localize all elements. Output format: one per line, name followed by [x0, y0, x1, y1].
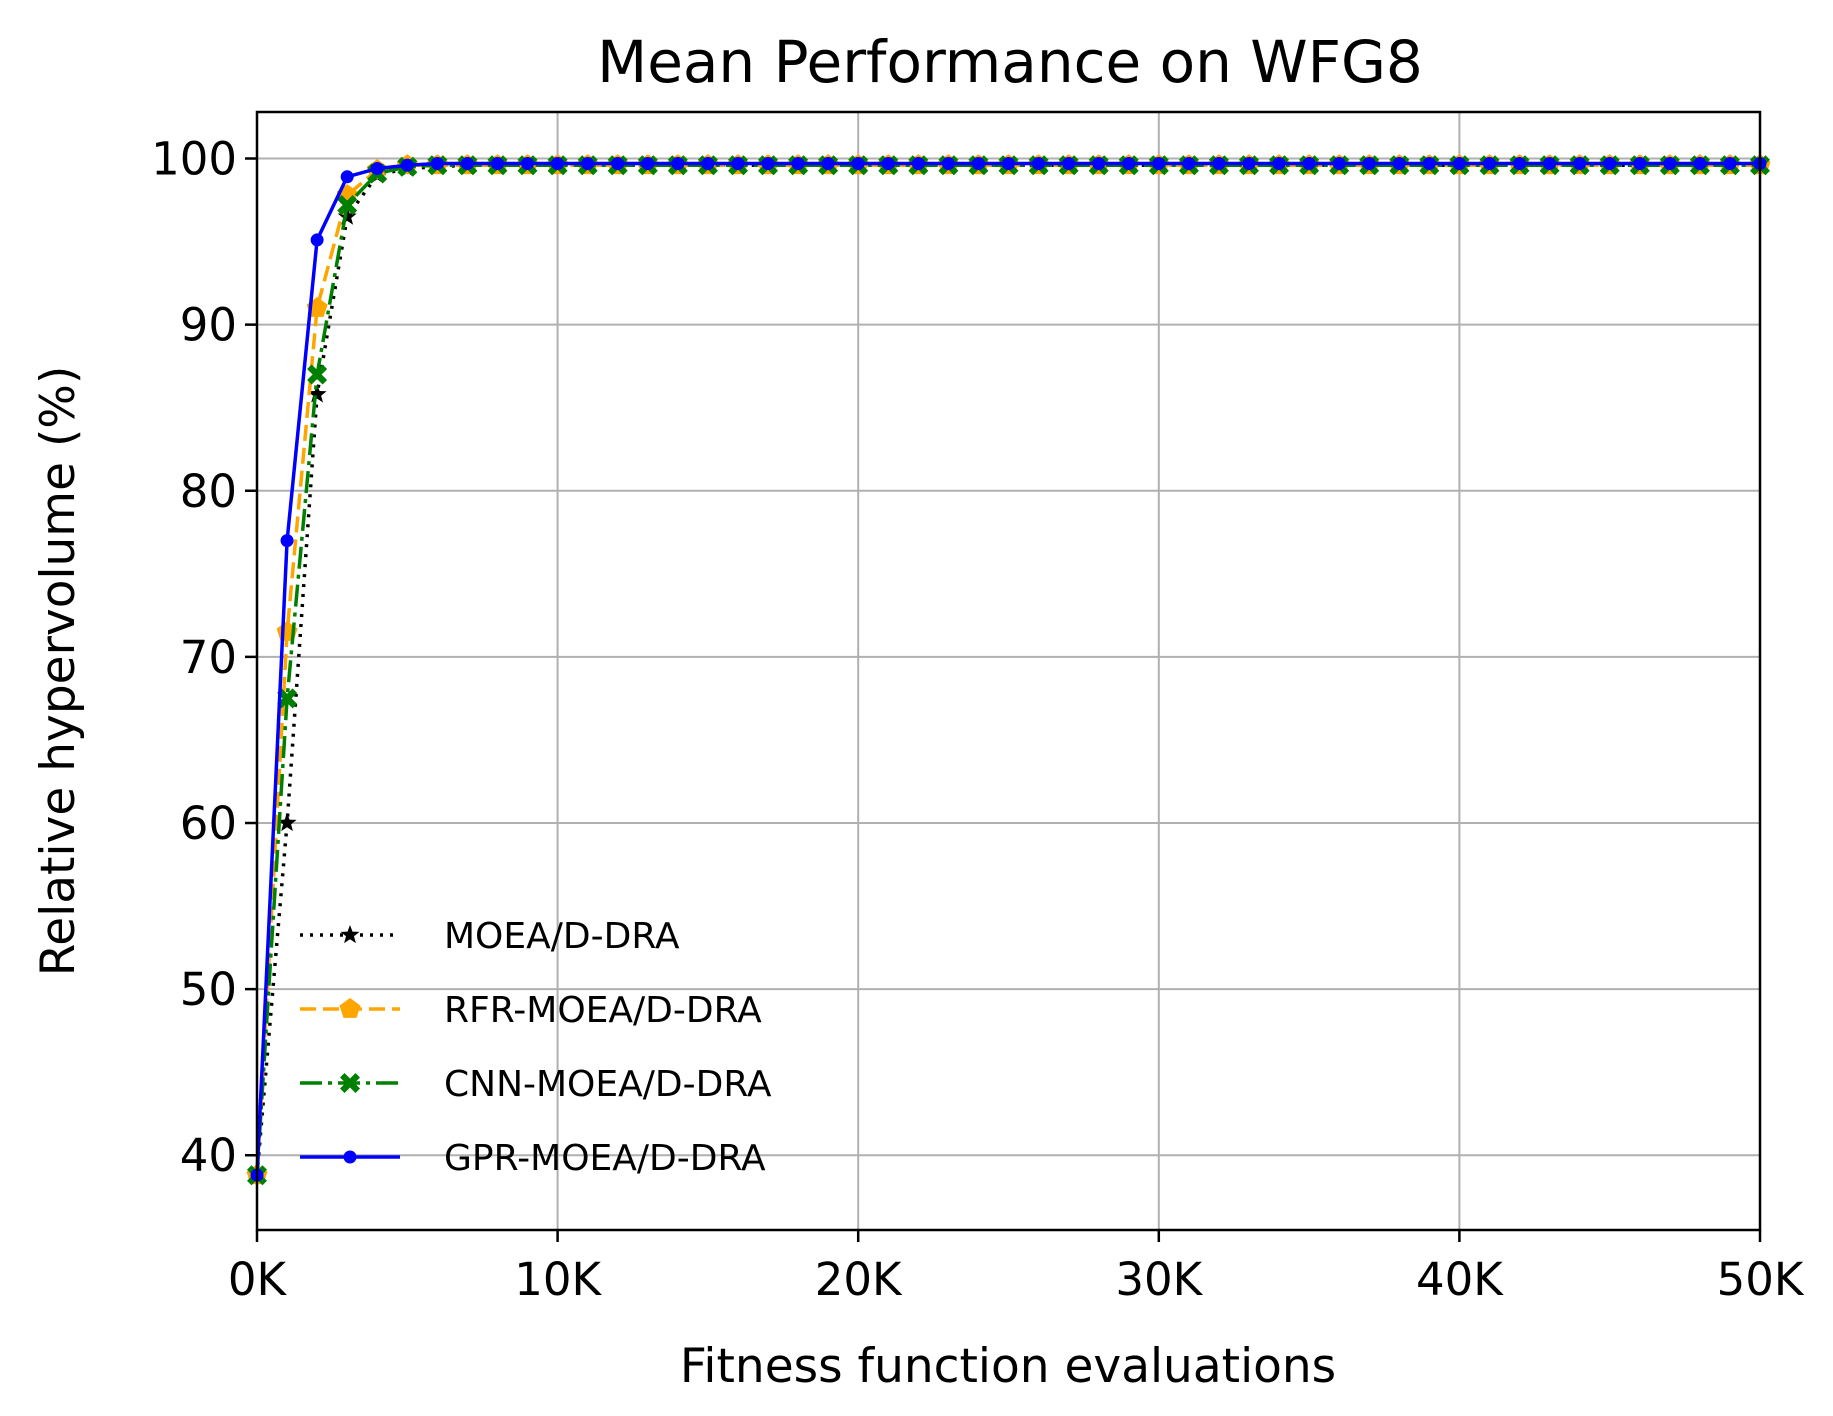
legend-label: RFR-MOEA/D-DRA: [444, 990, 762, 1031]
data-point: [791, 156, 805, 170]
legend: MOEA/D-DRA RFR-MOEA/D-DRA CNN-MOEA/D-DRA GP…: [300, 916, 772, 1179]
series-lines: [246, 154, 1771, 1186]
data-point: [1723, 156, 1737, 170]
data-point: [881, 156, 895, 170]
data-point: [581, 156, 595, 170]
y-tick-label: 60: [180, 797, 237, 850]
data-point: [460, 156, 474, 170]
data-point: [277, 813, 297, 832]
data-point: [671, 156, 685, 170]
y-tick-label: 40: [180, 1129, 237, 1182]
legend-marker: [340, 1073, 360, 1093]
data-point: [701, 156, 715, 170]
y-tick-label: 70: [180, 631, 237, 684]
data-point: [370, 161, 384, 175]
plot-frame: [255, 110, 1762, 1232]
data-point: [1693, 156, 1707, 170]
legend-entry: RFR-MOEA/D-DRA: [300, 990, 762, 1031]
legend-label: GPR-MOEA/D-DRA: [444, 1138, 766, 1179]
legend-marker: [343, 1150, 357, 1164]
data-point: [731, 156, 745, 170]
data-point: [641, 156, 655, 170]
data-point: [1182, 156, 1196, 170]
data-point: [521, 156, 535, 170]
legend-entry: CNN-MOEA/D-DRA: [300, 1064, 772, 1105]
legend-entry: MOEA/D-DRA: [300, 916, 680, 957]
x-tick-label: 30K: [1115, 1253, 1203, 1306]
data-point: [1663, 156, 1677, 170]
data-point: [1242, 156, 1256, 170]
data-point: [1032, 156, 1046, 170]
x-tick-label: 50K: [1717, 1253, 1805, 1306]
y-tick-label: 90: [180, 299, 237, 352]
y-tick-label: 50: [180, 963, 237, 1016]
data-point: [911, 156, 925, 170]
data-point: [1152, 156, 1166, 170]
data-point: [1272, 156, 1286, 170]
data-point: [310, 233, 324, 247]
data-point: [1633, 156, 1647, 170]
data-point: [1062, 156, 1076, 170]
y-tick-label: 80: [180, 465, 237, 518]
data-point: [971, 156, 985, 170]
data-point: [1513, 156, 1527, 170]
y-axis-label: Relative hypervolume (%): [31, 366, 86, 977]
data-point: [1603, 156, 1617, 170]
data-point: [340, 170, 354, 184]
data-point: [307, 364, 328, 385]
data-point: [400, 158, 414, 172]
series-4: [250, 156, 1767, 1182]
data-point: [1543, 156, 1557, 170]
data-point: [1422, 156, 1436, 170]
x-axis-label: Fitness function evaluations: [680, 1339, 1336, 1394]
data-point: [551, 156, 565, 170]
data-point: [1302, 156, 1316, 170]
data-point: [490, 156, 504, 170]
y-tick-label: 100: [151, 133, 237, 186]
legend-marker: [339, 998, 361, 1018]
data-point: [1002, 156, 1015, 170]
data-point: [611, 156, 625, 170]
data-point: [277, 688, 298, 709]
data-point: [851, 156, 865, 170]
data-point: [1452, 156, 1466, 170]
data-point: [430, 156, 444, 170]
legend-label: CNN-MOEA/D-DRA: [444, 1064, 772, 1105]
data-point: [941, 156, 955, 170]
legend-label: MOEA/D-DRA: [444, 916, 680, 957]
data-point: [280, 534, 294, 548]
data-point: [821, 156, 835, 170]
data-point: [1122, 156, 1136, 170]
x-tick-label: 40K: [1416, 1253, 1504, 1306]
data-point: [1212, 156, 1226, 170]
data-point: [1392, 156, 1406, 170]
data-point: [1332, 156, 1346, 170]
chart-title: Mean Performance on WFG8: [597, 28, 1423, 96]
data-point: [307, 384, 327, 403]
x-tick-label: 0K: [228, 1253, 288, 1306]
data-point: [1092, 156, 1106, 170]
legend-marker: [340, 925, 360, 944]
data-point: [337, 195, 358, 215]
x-tick-label: 10K: [514, 1253, 602, 1306]
data-point: [1362, 156, 1376, 170]
legend-entry: GPR-MOEA/D-DRA: [300, 1138, 766, 1179]
data-point: [337, 206, 357, 225]
data-point: [1573, 156, 1587, 170]
x-tick-label: 20K: [815, 1253, 903, 1306]
data-point: [1482, 156, 1496, 170]
axis-ticks: 0K 10K 20K 30K 40K 50K 40 50 60 70 80 90 100: [151, 133, 1805, 1306]
data-point: [761, 156, 775, 170]
